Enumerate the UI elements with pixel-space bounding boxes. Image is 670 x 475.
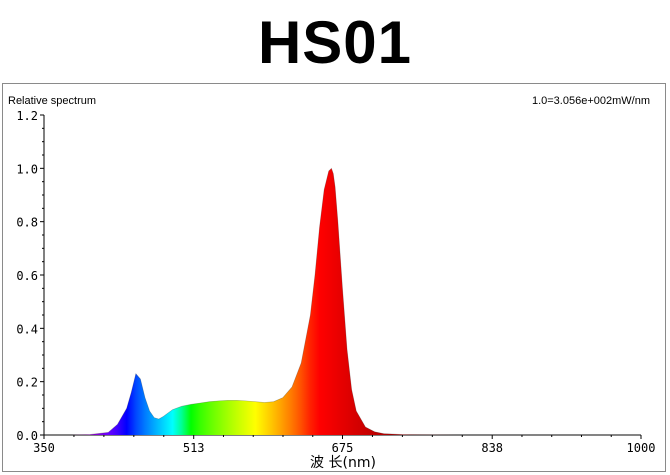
y-tick-label: 0.6	[16, 269, 38, 283]
y-tick-label: 0.8	[16, 216, 38, 230]
y-tick-label: 0.4	[16, 322, 38, 336]
x-tick-label: 675	[332, 441, 354, 455]
x-tick-label: 513	[183, 441, 205, 455]
y-tick-label: 1.0	[16, 162, 38, 176]
x-tick-label: 838	[481, 441, 503, 455]
spectrum-area	[44, 168, 641, 435]
subtitle-left: Relative spectrum	[8, 95, 96, 107]
y-tick-label: 1.2	[16, 109, 38, 123]
chart-title: HS01	[257, 9, 413, 76]
spectrum-line	[44, 167, 641, 436]
x-axis-label: 波 长(nm)	[310, 455, 376, 471]
x-tick-label: 1000	[627, 441, 656, 455]
subtitle-right: 1.0=3.056e+002mW/nm	[532, 95, 650, 107]
y-tick-label: 0.0	[16, 429, 38, 443]
y-tick-label: 0.2	[16, 376, 38, 390]
x-tick-label: 350	[33, 441, 55, 455]
